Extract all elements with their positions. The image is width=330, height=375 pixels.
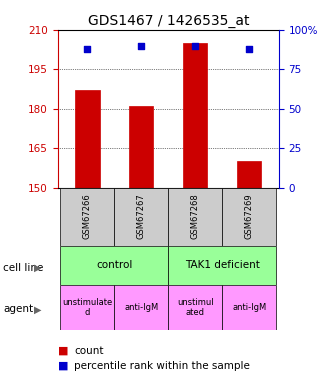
- Point: [247, 46, 252, 52]
- Bar: [60, 246, 168, 285]
- Bar: [60, 285, 115, 330]
- Text: unstimul
ated: unstimul ated: [177, 298, 214, 317]
- Text: cell line: cell line: [3, 263, 44, 273]
- Text: ▶: ▶: [34, 304, 42, 314]
- Text: ■: ■: [58, 346, 68, 355]
- Text: ▶: ▶: [34, 263, 42, 273]
- Bar: [183, 43, 207, 188]
- Text: GSM67269: GSM67269: [245, 194, 254, 239]
- Bar: [168, 285, 222, 330]
- Bar: [60, 188, 115, 246]
- Bar: [168, 188, 222, 246]
- Text: control: control: [96, 260, 133, 270]
- Text: unstimulate
d: unstimulate d: [62, 298, 113, 317]
- Text: GSM67266: GSM67266: [83, 194, 92, 240]
- Text: anti-IgM: anti-IgM: [124, 303, 158, 312]
- Bar: [115, 188, 168, 246]
- Bar: [75, 90, 100, 188]
- Title: GDS1467 / 1426535_at: GDS1467 / 1426535_at: [87, 13, 249, 28]
- Bar: [129, 106, 153, 188]
- Text: anti-IgM: anti-IgM: [232, 303, 266, 312]
- Text: GSM67268: GSM67268: [191, 194, 200, 240]
- Text: TAK1 deficient: TAK1 deficient: [185, 260, 260, 270]
- Point: [85, 46, 90, 52]
- Text: agent: agent: [3, 304, 33, 314]
- Point: [139, 43, 144, 49]
- Text: count: count: [74, 346, 104, 355]
- Bar: [168, 246, 276, 285]
- Text: GSM67267: GSM67267: [137, 194, 146, 240]
- Bar: [222, 285, 276, 330]
- Text: percentile rank within the sample: percentile rank within the sample: [74, 361, 250, 370]
- Bar: [222, 188, 276, 246]
- Text: ■: ■: [58, 361, 68, 370]
- Point: [193, 43, 198, 49]
- Bar: [237, 161, 261, 188]
- Bar: [115, 285, 168, 330]
